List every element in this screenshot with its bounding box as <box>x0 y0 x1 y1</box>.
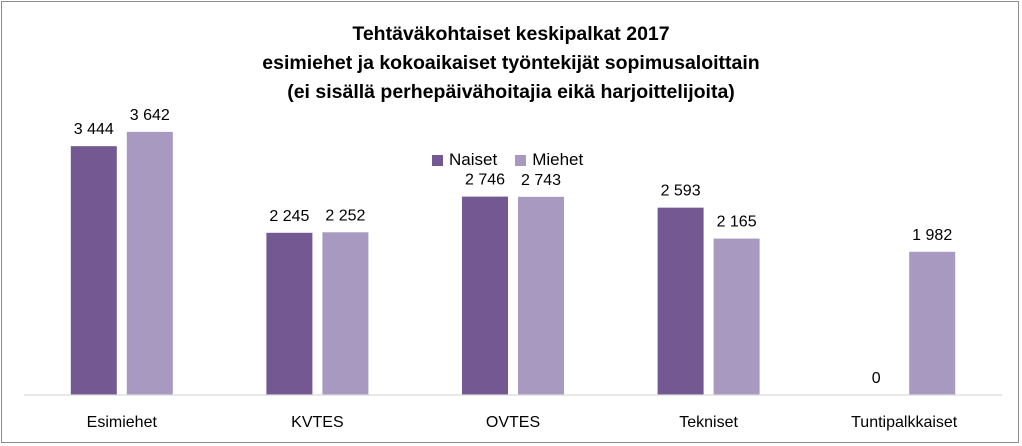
value-labels-group: 3 444 3 642 2 245 2 252 2 746 2 743 2 593 2 165… <box>74 107 953 387</box>
legend-item-naiset: Naiset <box>432 150 497 170</box>
bar-miehet-tuntipalkkaiset <box>909 251 956 395</box>
chart-title-line-1: Tehtäväkohtaiset keskipalkat 2017 <box>352 23 670 45</box>
value-label-naiset-tekniset: 2 593 <box>661 183 701 200</box>
legend-swatch-miehet <box>515 154 527 166</box>
bar-naiset-kvtes <box>266 232 313 395</box>
value-label-naiset-kvtes: 2 245 <box>269 208 309 225</box>
bar-naiset-tekniset <box>657 207 704 395</box>
legend-label-naiset: Naiset <box>449 150 498 169</box>
value-label-miehet-ovtes: 2 743 <box>521 172 561 189</box>
value-label-miehet-tekniset: 2 165 <box>717 214 757 231</box>
value-label-miehet-kvtes: 2 252 <box>325 207 365 224</box>
value-label-naiset-ovtes: 2 746 <box>465 172 505 189</box>
legend-swatch-naiset <box>432 154 443 166</box>
value-label-miehet-esimiehet: 3 642 <box>130 107 170 124</box>
legend-item-miehet: Miehet <box>515 150 583 170</box>
category-label-kvtes: KVTES <box>291 414 343 431</box>
value-label-miehet-tuntipalkkaiset: 1 982 <box>912 227 952 244</box>
legend-label-miehet: Miehet <box>532 150 584 169</box>
chart-title: Tehtäväkohtaiset keskipalkat 2017 esimie… <box>2 20 1020 107</box>
bar-miehet-tekniset <box>713 238 760 395</box>
category-label-esimiehet: Esimiehet <box>87 414 158 431</box>
chart-title-line-2: esimiehet ja kokoaikaiset työntekijät so… <box>262 52 760 74</box>
bar-naiset-ovtes <box>462 196 508 395</box>
category-label-tekniset: Tekniset <box>679 414 738 431</box>
chart-title-line-3: (ei sisällä perhepäivähoitajia eikä harj… <box>287 81 735 103</box>
bar-miehet-ovtes <box>518 196 564 395</box>
category-label-ovtes: OVTES <box>486 414 540 431</box>
bar-miehet-kvtes <box>322 232 369 395</box>
category-label-tuntipalkkaiset: Tuntipalkkaiset <box>851 414 958 431</box>
value-label-naiset-esimiehet: 3 444 <box>74 121 114 138</box>
bars-group <box>70 131 956 396</box>
bar-miehet-esimiehet <box>126 131 173 396</box>
category-labels-group: Esimiehet KVTES OVTES Tekniset Tuntipalkkais… <box>87 414 958 431</box>
bar-naiset-esimiehet <box>70 146 117 395</box>
chart-legend: Naiset Miehet <box>432 150 601 170</box>
value-label-naiset-tuntipalkkaiset: 0 <box>872 370 881 387</box>
